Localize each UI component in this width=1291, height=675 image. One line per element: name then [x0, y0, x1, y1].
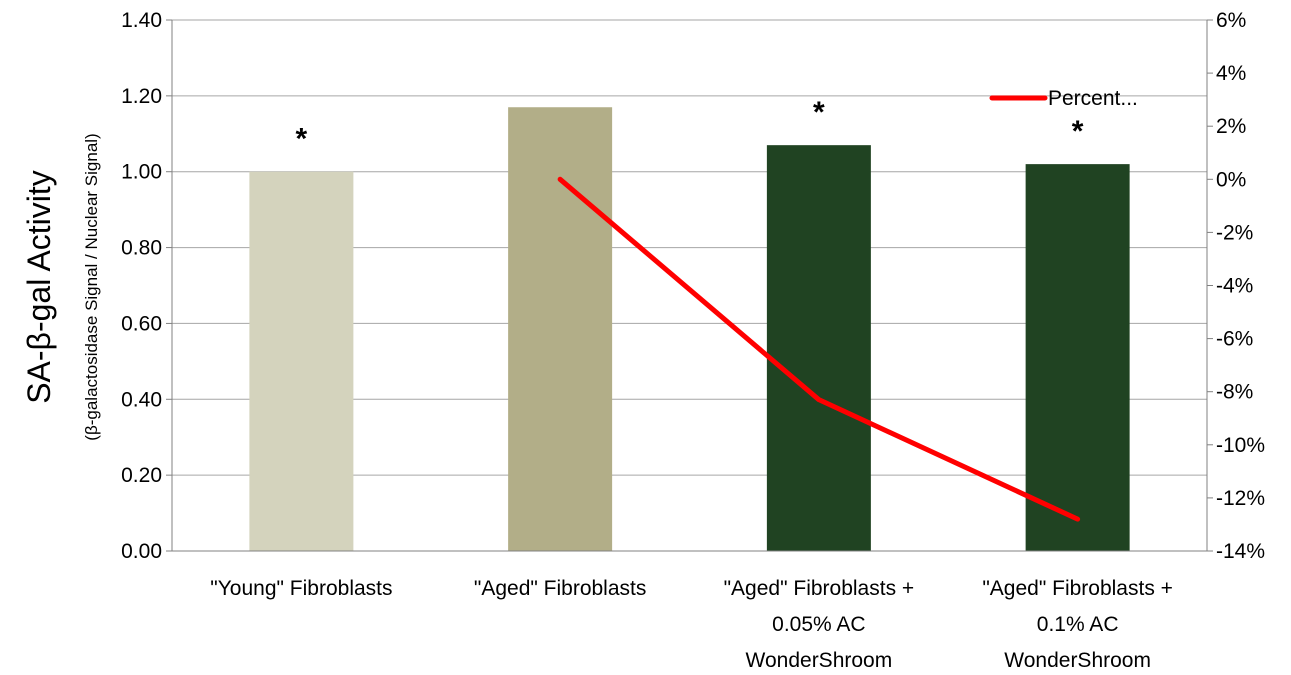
significance-marker: * [813, 96, 825, 129]
bar-group [249, 107, 1130, 551]
legend-label: Percent... [1048, 87, 1138, 110]
bar [249, 171, 354, 551]
right-tick-label: 4% [1216, 62, 1246, 85]
right-tick-label: 6% [1216, 9, 1246, 32]
bar [766, 145, 871, 551]
right-tick-label: 2% [1216, 115, 1246, 138]
left-axis-ticks: 0.00 0.20 0.40 0.60 0.80 1.00 1.20 1.40 [121, 9, 162, 563]
category-label: "Young" Fibroblasts [210, 577, 392, 600]
category-label-line: 0.1% AC [1037, 613, 1119, 636]
legend: Percent... [989, 87, 1138, 110]
y-axis-labels: SA-β-gal Activity (β-galactosidase Signa… [21, 133, 101, 440]
right-tick-label: -14% [1216, 540, 1265, 563]
y-axis-subtitle: (β-galactosidase Signal / Nuclear Signal… [82, 133, 101, 440]
category-label: "Aged" Fibroblasts + 0.1% AC WonderShroom [982, 577, 1173, 672]
left-tick-label: 0.60 [121, 312, 162, 335]
significance-marker: * [296, 123, 308, 156]
right-tick-label: 0% [1216, 168, 1246, 191]
left-tick-label: 0.80 [121, 237, 162, 260]
left-tick-label: 1.00 [121, 161, 162, 184]
category-label-line: WonderShroom [1004, 649, 1151, 672]
left-tick-label: 0.00 [121, 540, 162, 563]
category-label-line: 0.05% AC [772, 613, 865, 636]
right-tick-label: -2% [1216, 221, 1253, 244]
left-tick-label: 0.20 [121, 464, 162, 487]
right-tick-label: -4% [1216, 275, 1253, 298]
right-tick-label: -12% [1216, 487, 1265, 510]
category-label: "Aged" Fibroblasts [474, 577, 647, 600]
y-axis-title: SA-β-gal Activity [21, 170, 57, 404]
left-tick-label: 1.40 [121, 9, 162, 32]
category-label: "Aged" Fibroblasts + 0.05% AC WonderShroom [724, 577, 915, 672]
category-label-line: WonderShroom [746, 649, 893, 672]
bar [1025, 164, 1130, 551]
right-axis-ticks: -14% -12% -10% -8% -6% -4% -2% 0% 2% 4% 6% [1216, 9, 1265, 563]
bar [508, 107, 613, 551]
significance-marker: * [1072, 115, 1084, 148]
left-tick-label: 1.20 [121, 85, 162, 108]
category-labels: "Young" Fibroblasts "Aged" Fibroblasts "Ag… [210, 577, 1173, 672]
category-label-line: "Aged" Fibroblasts + [724, 577, 915, 600]
significance-markers: * * * [296, 96, 1084, 156]
axes [166, 19, 1213, 552]
right-tick-label: -6% [1216, 328, 1253, 351]
left-tick-label: 0.40 [121, 388, 162, 411]
category-label-line: "Aged" Fibroblasts + [982, 577, 1173, 600]
category-label-line: "Aged" Fibroblasts [474, 577, 647, 600]
right-tick-label: -10% [1216, 434, 1265, 457]
right-tick-label: -8% [1216, 381, 1253, 404]
percent-line-series [557, 176, 1081, 522]
category-label-line: "Young" Fibroblasts [210, 577, 392, 600]
